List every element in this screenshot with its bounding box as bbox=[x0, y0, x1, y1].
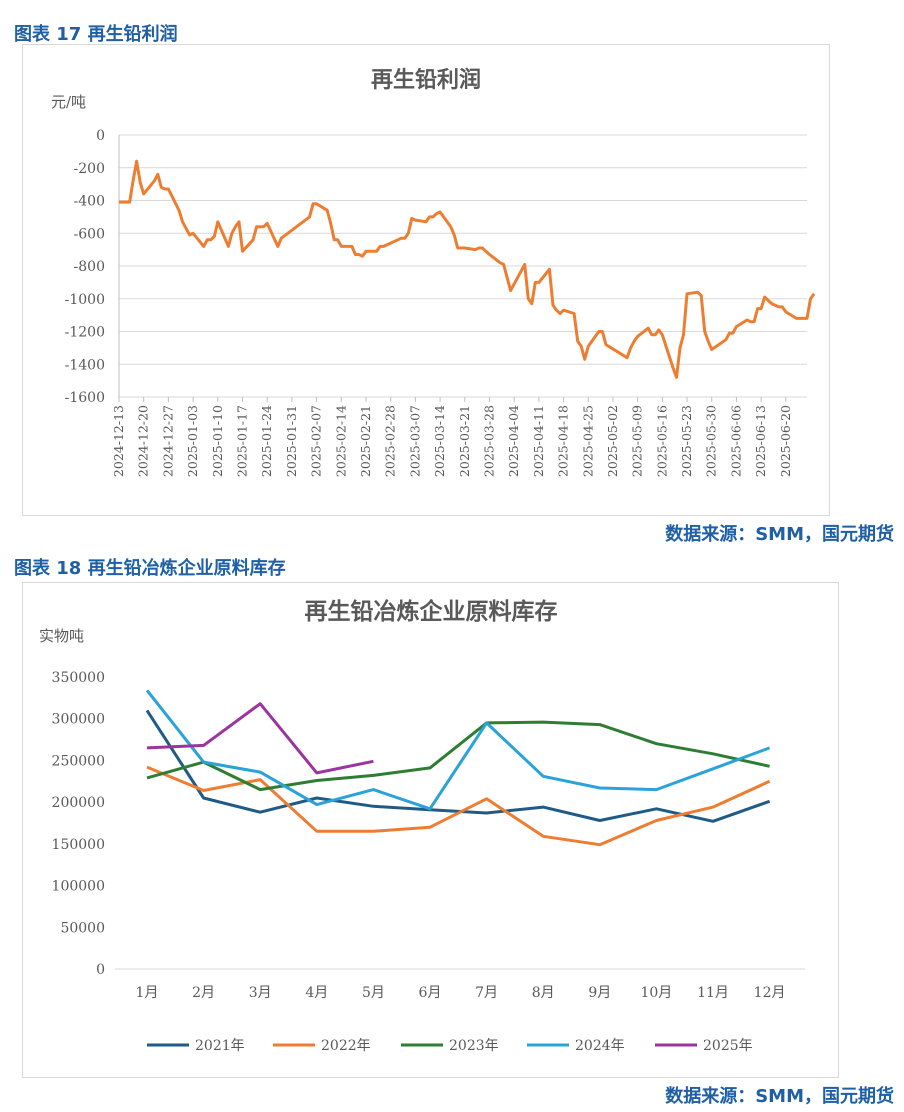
x-tick-label: 2024-12-20 bbox=[136, 405, 151, 477]
x-tick-label: 2025-05-23 bbox=[679, 405, 694, 477]
x-tick-label: 4月 bbox=[305, 985, 328, 1001]
y-tick-label: 300000 bbox=[52, 712, 105, 728]
inventory-chart-panel: 再生铅冶炼企业原料库存实物吨 0 50000 100000 150000 200000 25… bbox=[22, 582, 839, 1078]
x-tick-label: 2025-02-28 bbox=[383, 405, 398, 477]
x-tick-label: 2025-05-30 bbox=[704, 405, 719, 477]
legend-label: 2024年 bbox=[575, 1038, 625, 1054]
x-tick-label: 2025-05-02 bbox=[605, 405, 620, 477]
y-tick-label: 50000 bbox=[60, 920, 105, 936]
y-tick-label: 0 bbox=[96, 962, 105, 978]
y-tick-label: 150000 bbox=[52, 837, 105, 853]
y-tick-label: 0 bbox=[96, 128, 105, 144]
x-tick-label: 3月 bbox=[249, 985, 272, 1001]
chart-title: 再生铅冶炼企业原料库存 bbox=[305, 598, 558, 625]
x-tick-label: 2025-06-06 bbox=[728, 405, 743, 477]
x-tick-label: 2025-03-14 bbox=[432, 405, 447, 477]
y-axis-label: 实物吨 bbox=[39, 627, 84, 645]
y-tick-label: -1600 bbox=[65, 390, 105, 406]
x-tick-label: 7月 bbox=[475, 985, 498, 1001]
x-tick-label: 12月 bbox=[754, 985, 786, 1001]
x-tick-label: 2025-02-14 bbox=[333, 405, 348, 477]
x-tick-label: 1月 bbox=[136, 985, 159, 1001]
legend-label: 2023年 bbox=[449, 1038, 499, 1054]
x-tick-label: 6月 bbox=[419, 985, 442, 1001]
y-axis-label: 元/吨 bbox=[51, 93, 86, 111]
x-tick-label: 2025-04-18 bbox=[556, 405, 571, 477]
x-tick-label: 10月 bbox=[640, 985, 672, 1001]
x-tick-label: 2025-06-20 bbox=[778, 405, 793, 477]
y-tick-label: -600 bbox=[74, 226, 105, 242]
profit-chart-panel: 再生铅利润元/吨 0 -200 -400 -600 -800 -1000 -1200 -1400… bbox=[22, 44, 830, 516]
y-tick-label: -1400 bbox=[65, 357, 105, 373]
y-tick-label: 350000 bbox=[52, 670, 105, 686]
figure2-caption: 图表 18 再生铅冶炼企业原料库存 bbox=[14, 558, 286, 579]
x-tick-label: 2025-01-10 bbox=[210, 405, 225, 477]
y-tick-label: -1200 bbox=[65, 325, 105, 341]
x-tick-label: 2025-04-11 bbox=[531, 405, 546, 477]
figure1-source: 数据来源：SMM，国元期货 bbox=[665, 524, 894, 545]
x-tick-label: 2024-12-27 bbox=[160, 405, 175, 477]
profit-series-line bbox=[119, 159, 816, 379]
series-line-2022年 bbox=[146, 765, 771, 847]
x-tick-label: 2月 bbox=[192, 985, 215, 1001]
x-tick-label: 2024-12-13 bbox=[111, 405, 126, 477]
x-tick-label: 9月 bbox=[588, 985, 611, 1001]
x-tick-label: 8月 bbox=[532, 985, 555, 1001]
y-tick-label: 100000 bbox=[52, 879, 105, 895]
x-tick-label: 2025-06-13 bbox=[753, 405, 768, 477]
y-tick-label: 200000 bbox=[52, 795, 105, 811]
legend-label: 2025年 bbox=[703, 1038, 753, 1054]
x-tick-label: 2025-04-25 bbox=[580, 405, 595, 477]
x-tick-label: 2025-02-07 bbox=[309, 405, 324, 477]
legend-label: 2021年 bbox=[195, 1038, 245, 1054]
x-tick-label: 2025-03-07 bbox=[407, 405, 422, 477]
x-tick-label: 2025-01-17 bbox=[234, 405, 249, 477]
x-tick-label: 2025-02-21 bbox=[358, 405, 373, 477]
x-tick-label: 2025-05-09 bbox=[630, 405, 645, 477]
x-tick-label: 2025-01-24 bbox=[259, 405, 274, 477]
y-tick-label: -800 bbox=[74, 259, 105, 275]
series-line-2025年 bbox=[146, 702, 374, 775]
y-tick-label: -400 bbox=[74, 194, 105, 210]
x-tick-label: 2025-03-21 bbox=[457, 405, 472, 477]
x-tick-label: 2025-01-31 bbox=[284, 405, 299, 477]
chart-title: 再生铅利润 bbox=[371, 67, 481, 93]
y-tick-label: -200 bbox=[74, 161, 105, 177]
series-line-2024年 bbox=[145, 689, 771, 811]
y-tick-label: -1000 bbox=[65, 292, 105, 308]
x-tick-label: 5月 bbox=[362, 985, 385, 1001]
series-line-2023年 bbox=[146, 720, 770, 792]
x-tick-label: 2025-05-16 bbox=[654, 405, 669, 477]
y-tick-label: 250000 bbox=[52, 753, 105, 769]
figure2-source: 数据来源：SMM，国元期货 bbox=[665, 1086, 894, 1107]
figure1-caption: 图表 17 再生铅利润 bbox=[14, 24, 178, 45]
x-tick-label: 2025-03-28 bbox=[481, 405, 496, 477]
x-tick-label: 2025-01-03 bbox=[185, 405, 200, 477]
legend-label: 2022年 bbox=[321, 1038, 371, 1054]
x-tick-label: 11月 bbox=[697, 985, 729, 1001]
x-tick-label: 2025-04-04 bbox=[506, 405, 521, 477]
